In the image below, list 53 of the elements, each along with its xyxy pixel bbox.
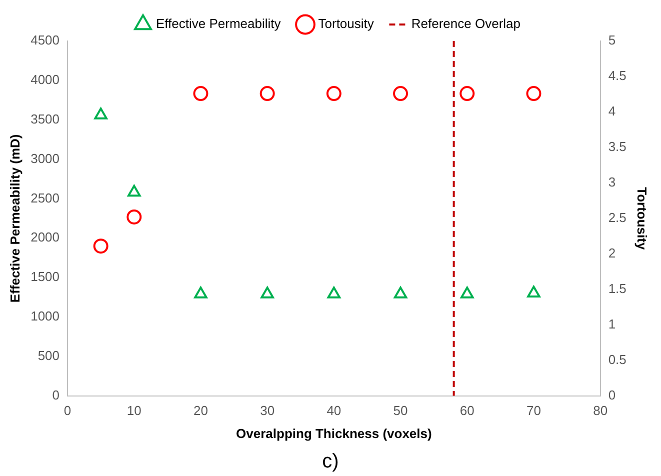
x-tick-label: 50	[393, 403, 408, 418]
point	[94, 108, 108, 120]
point	[127, 184, 141, 197]
y-tick-label: 500	[38, 348, 60, 363]
y-tick-label: 0	[52, 387, 60, 402]
y2-tick-label: 2	[608, 245, 616, 260]
point	[326, 86, 342, 102]
y-tick-label: 4500	[30, 32, 60, 48]
y2-tick-label: 1.5	[608, 280, 626, 296]
y2-tick-label: 0.5	[608, 352, 626, 367]
y-tick-label: 1000	[30, 308, 60, 324]
y-tick-label: 1500	[30, 269, 60, 284]
y2-tick-label: 1	[608, 316, 616, 332]
x-tick-label: 0	[64, 403, 72, 418]
point	[93, 238, 108, 254]
legend-label: Tortousity	[318, 16, 374, 32]
y-tick-label: 2500	[30, 190, 60, 206]
legend-label: Effective Permeability	[156, 16, 282, 32]
x-tick-label: 10	[126, 403, 142, 418]
legend-label: Reference Overlap	[411, 16, 521, 32]
x-tick-label: 40	[326, 403, 342, 418]
y-tick-label: 3500	[30, 111, 60, 126]
x-tick-label: 30	[260, 403, 275, 418]
x-tick-label: 70	[526, 403, 541, 418]
x-tick-label: 80	[593, 403, 608, 418]
y-axis-title: Effective Permeability (mD)	[7, 134, 22, 303]
point	[460, 86, 475, 102]
point	[526, 86, 542, 102]
text: c)	[322, 450, 339, 473]
y2-axis-title: Tortousity	[634, 187, 650, 250]
y-tick-label: 2000	[30, 230, 60, 245]
y2-tick-label: 0	[608, 387, 616, 402]
y-tick-label: 3000	[30, 150, 60, 166]
point	[394, 286, 408, 298]
y2-tick-label: 2.5	[608, 210, 626, 225]
point	[260, 286, 274, 298]
point	[460, 286, 474, 298]
y-tick-label: 4000	[30, 72, 60, 87]
point	[327, 286, 341, 298]
y2-tick-label: 4.5	[608, 68, 626, 84]
point	[193, 86, 208, 102]
point	[527, 286, 540, 298]
point	[194, 286, 208, 298]
y2-tick-label: 5	[608, 32, 616, 48]
point	[126, 209, 142, 224]
x-axis-title: Overalpping Thickness (voxels)	[236, 426, 432, 441]
x-tick-label: 20	[193, 403, 208, 418]
y2-tick-label: 3	[608, 174, 616, 190]
y2-tick-label: 3.5	[608, 139, 626, 154]
point	[260, 86, 275, 102]
x-tick-label: 60	[460, 403, 474, 418]
point	[393, 86, 408, 102]
y2-tick-label: 4	[608, 104, 616, 119]
